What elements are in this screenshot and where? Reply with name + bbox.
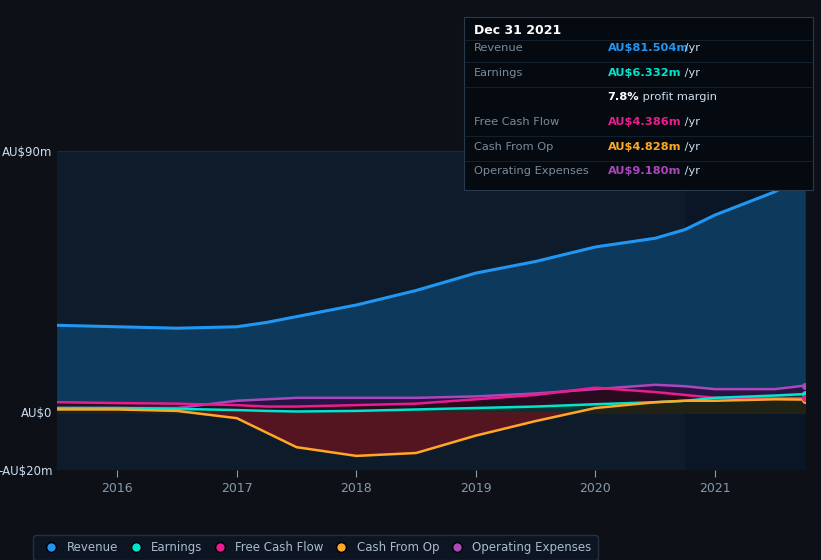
Text: /yr: /yr [681,166,700,176]
Text: AU$6.332m: AU$6.332m [608,68,681,78]
Bar [685,151,805,470]
Text: /yr: /yr [681,68,700,78]
Text: Cash From Op: Cash From Op [474,142,553,152]
Text: AU$4.828m: AU$4.828m [608,142,681,152]
Text: Revenue: Revenue [474,43,523,53]
Text: AU$4.386m: AU$4.386m [608,117,681,127]
Text: /yr: /yr [681,43,700,53]
Text: AU$81.504m: AU$81.504m [608,43,689,53]
Text: Earnings: Earnings [474,68,523,78]
Text: Free Cash Flow: Free Cash Flow [474,117,559,127]
Text: profit margin: profit margin [639,92,717,102]
Text: Operating Expenses: Operating Expenses [474,166,589,176]
Text: /yr: /yr [681,117,700,127]
Text: 7.8%: 7.8% [608,92,640,102]
Text: AU$9.180m: AU$9.180m [608,166,681,176]
Text: Dec 31 2021: Dec 31 2021 [474,24,561,36]
Text: /yr: /yr [681,142,700,152]
Legend: Revenue, Earnings, Free Cash Flow, Cash From Op, Operating Expenses: Revenue, Earnings, Free Cash Flow, Cash … [34,535,598,560]
